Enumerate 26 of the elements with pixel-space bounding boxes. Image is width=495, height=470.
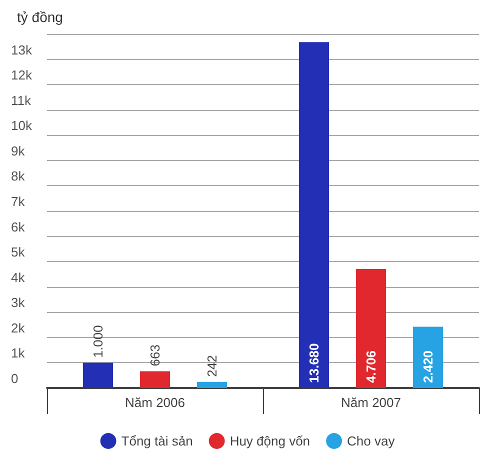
y-tick-label: 8k (11, 168, 26, 184)
y-tick-label: 12k (11, 68, 32, 83)
y-tick-label: 4k (11, 270, 26, 285)
y-tick-label: 2k (11, 320, 26, 336)
x-tick-label: Năm 2007 (341, 395, 401, 410)
y-tick-label: 1k (11, 346, 26, 361)
data-label: 4.706 (364, 350, 378, 383)
y-tick-label: 0 (11, 371, 18, 386)
x-tick-label: Năm 2006 (125, 395, 185, 410)
y-axis-title: tỷ đồng (17, 9, 63, 25)
data-label: 242 (204, 355, 220, 377)
y-tick-label: 9k (11, 143, 26, 158)
y-tick-label: 10k (11, 118, 32, 134)
data-label: 13.680 (306, 343, 322, 383)
y-tick-label: 6k (11, 219, 26, 234)
data-label: 1.000 (90, 325, 106, 358)
data-label: 2.420 (420, 350, 436, 383)
legend-label: Cho vay (347, 434, 396, 448)
legend-label: Huy động vốn (230, 434, 310, 448)
y-tick-label: 11k (11, 92, 32, 108)
y-tick-label: 7k (11, 194, 26, 209)
y-tick-label: 3k (11, 295, 26, 310)
y-tick-label: 5k (11, 244, 26, 260)
data-label: 663 (148, 344, 162, 366)
legend-label: Tổng tài sản (121, 434, 193, 448)
y-tick-label: 13k (11, 42, 32, 58)
